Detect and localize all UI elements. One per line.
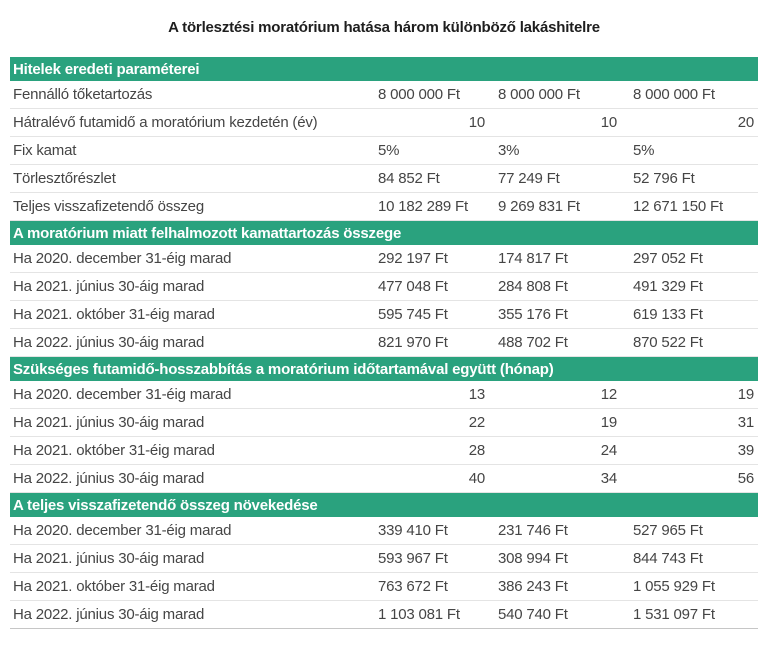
table-row: Fix kamat 5% 3% 5% xyxy=(10,136,758,165)
cell-value: 22 xyxy=(368,408,487,437)
cell-value: 56 xyxy=(618,464,758,493)
cell-value: 10 xyxy=(368,108,487,137)
cell-value: 28 xyxy=(368,436,487,465)
page-title: A törlesztési moratórium hatása három kü… xyxy=(168,19,600,36)
cell-value: 84 852 Ft xyxy=(368,164,487,193)
row-label: Ha 2020. december 31-éig marad xyxy=(10,381,368,409)
row-label: Ha 2021. június 30-áig marad xyxy=(10,272,368,301)
table-row: Ha 2021. június 30-áig marad 477 048 Ft … xyxy=(10,272,758,301)
row-label: Törlesztőrészlet xyxy=(10,164,368,193)
cell-value: 34 xyxy=(487,464,618,493)
section-header: Hitelek eredeti paraméterei xyxy=(10,57,758,81)
table-row: Ha 2020. december 31-éig marad 13 12 19 xyxy=(10,381,758,409)
cell-value: 5% xyxy=(368,136,487,165)
cell-value: 174 817 Ft xyxy=(487,245,618,273)
table-row: Ha 2021. október 31-éig marad 763 672 Ft… xyxy=(10,572,758,601)
cell-value: 39 xyxy=(618,436,758,465)
cell-value: 5% xyxy=(618,136,758,165)
cell-value: 386 243 Ft xyxy=(487,572,618,601)
table-row: Ha 2021. október 31-éig marad 28 24 39 xyxy=(10,436,758,465)
cell-value: 10 xyxy=(487,108,618,137)
row-label: Ha 2022. június 30-áig marad xyxy=(10,464,368,493)
cell-value: 339 410 Ft xyxy=(368,517,487,545)
cell-value: 488 702 Ft xyxy=(487,328,618,357)
cell-value: 31 xyxy=(618,408,758,437)
cell-value: 1 103 081 Ft xyxy=(368,600,487,629)
row-label: Ha 2021. október 31-éig marad xyxy=(10,436,368,465)
row-label: Fix kamat xyxy=(10,136,368,165)
row-label: Ha 2022. június 30-áig marad xyxy=(10,600,368,629)
cell-value: 1 531 097 Ft xyxy=(618,600,758,629)
cell-value: 477 048 Ft xyxy=(368,272,487,301)
cell-value: 297 052 Ft xyxy=(618,245,758,273)
row-label: Ha 2021. június 30-áig marad xyxy=(10,544,368,573)
cell-value: 595 745 Ft xyxy=(368,300,487,329)
cell-value: 19 xyxy=(618,381,758,409)
cell-value: 77 249 Ft xyxy=(487,164,618,193)
section-header-row: A moratórium miatt felhalmozott kamattar… xyxy=(10,220,758,245)
cell-value: 3% xyxy=(487,136,618,165)
cell-value: 52 796 Ft xyxy=(618,164,758,193)
table-row: Ha 2021. június 30-áig marad 593 967 Ft … xyxy=(10,544,758,573)
row-label: Ha 2022. június 30-áig marad xyxy=(10,328,368,357)
table-row: Ha 2022. június 30-áig marad 1 103 081 F… xyxy=(10,600,758,629)
section-header-row: A teljes visszafizetendő összeg növekedé… xyxy=(10,492,758,517)
row-label: Ha 2021. október 31-éig marad xyxy=(10,300,368,329)
table-row: Ha 2022. június 30-áig marad 821 970 Ft … xyxy=(10,328,758,357)
table-row: Hátralévő futamidő a moratórium kezdetén… xyxy=(10,108,758,137)
cell-value: 8 000 000 Ft xyxy=(618,81,758,109)
cell-value: 870 522 Ft xyxy=(618,328,758,357)
cell-value: 10 182 289 Ft xyxy=(368,192,487,221)
cell-value: 8 000 000 Ft xyxy=(487,81,618,109)
table-row: Ha 2021. június 30-áig marad 22 19 31 xyxy=(10,408,758,437)
row-label: Ha 2021. október 31-éig marad xyxy=(10,572,368,601)
cell-value: 20 xyxy=(618,108,758,137)
cell-value: 527 965 Ft xyxy=(618,517,758,545)
cell-value: 12 671 150 Ft xyxy=(618,192,758,221)
table-row: Törlesztőrészlet 84 852 Ft 77 249 Ft 52 … xyxy=(10,164,758,193)
section-header-row: Hitelek eredeti paraméterei xyxy=(10,57,758,81)
section-header: Szükséges futamidő-hosszabbítás a morató… xyxy=(10,356,758,381)
cell-value: 763 672 Ft xyxy=(368,572,487,601)
row-label: Ha 2020. december 31-éig marad xyxy=(10,517,368,545)
table-row: Fennálló tőketartozás 8 000 000 Ft 8 000… xyxy=(10,81,758,109)
section-header: A teljes visszafizetendő összeg növekedé… xyxy=(10,492,758,517)
cell-value: 19 xyxy=(487,408,618,437)
cell-value: 292 197 Ft xyxy=(368,245,487,273)
table-row: Ha 2021. október 31-éig marad 595 745 Ft… xyxy=(10,300,758,329)
cell-value: 284 808 Ft xyxy=(487,272,618,301)
row-label: Ha 2020. december 31-éig marad xyxy=(10,245,368,273)
cell-value: 13 xyxy=(368,381,487,409)
cell-value: 231 746 Ft xyxy=(487,517,618,545)
section-header-row: Szükséges futamidő-hosszabbítás a morató… xyxy=(10,356,758,381)
cell-value: 491 329 Ft xyxy=(618,272,758,301)
table-row: Ha 2022. június 30-áig marad 40 34 56 xyxy=(10,464,758,493)
row-label: Hátralévő futamidő a moratórium kezdetén… xyxy=(10,108,368,137)
cell-value: 40 xyxy=(368,464,487,493)
cell-value: 1 055 929 Ft xyxy=(618,572,758,601)
moratorium-table: Hitelek eredeti paraméterei Fennálló tők… xyxy=(10,57,758,629)
table-row: Ha 2020. december 31-éig marad 339 410 F… xyxy=(10,517,758,545)
cell-value: 540 740 Ft xyxy=(487,600,618,629)
row-label: Ha 2021. június 30-áig marad xyxy=(10,408,368,437)
cell-value: 9 269 831 Ft xyxy=(487,192,618,221)
cell-value: 593 967 Ft xyxy=(368,544,487,573)
cell-value: 308 994 Ft xyxy=(487,544,618,573)
section-header: A moratórium miatt felhalmozott kamattar… xyxy=(10,220,758,245)
table-row: Teljes visszafizetendő összeg 10 182 289… xyxy=(10,192,758,221)
cell-value: 8 000 000 Ft xyxy=(368,81,487,109)
cell-value: 12 xyxy=(487,381,618,409)
cell-value: 619 133 Ft xyxy=(618,300,758,329)
cell-value: 844 743 Ft xyxy=(618,544,758,573)
cell-value: 24 xyxy=(487,436,618,465)
cell-value: 821 970 Ft xyxy=(368,328,487,357)
row-label: Teljes visszafizetendő összeg xyxy=(10,192,368,221)
table-row: Ha 2020. december 31-éig marad 292 197 F… xyxy=(10,245,758,273)
cell-value: 355 176 Ft xyxy=(487,300,618,329)
row-label: Fennálló tőketartozás xyxy=(10,81,368,109)
